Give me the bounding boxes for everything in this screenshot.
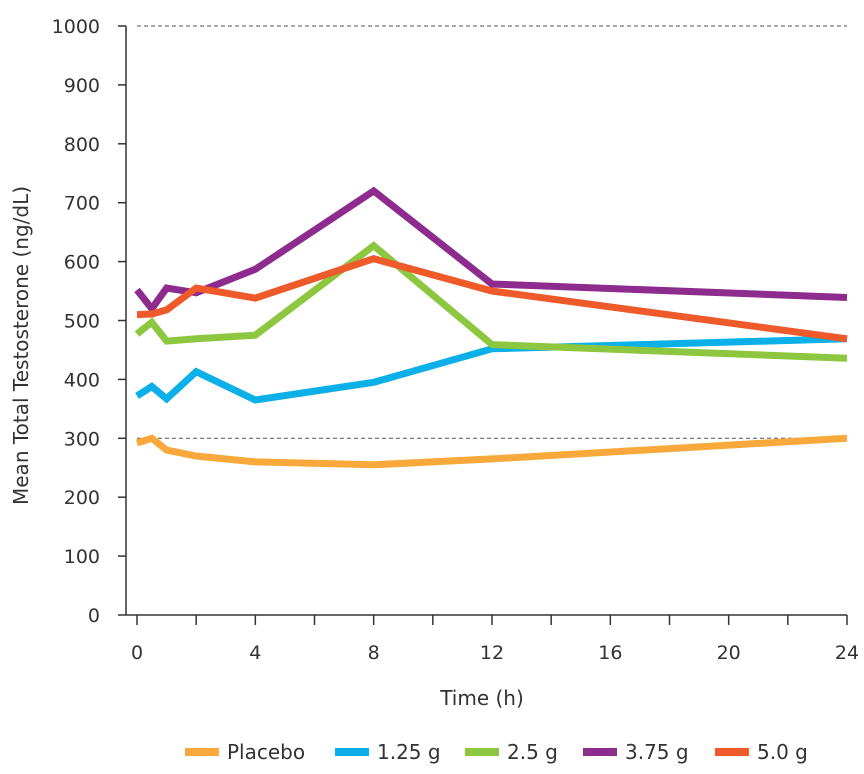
legend-item: Placebo [185, 740, 305, 764]
legend-swatch [185, 748, 219, 756]
legend-swatch [583, 748, 617, 756]
legend-item: 1.25 g [335, 740, 441, 764]
y-axis-title: Mean Total Testosterone (ng/dL) [9, 186, 33, 505]
series-line-2-5-g [134, 241, 848, 362]
y-tick-label: 1000 [52, 16, 100, 38]
legend-item: 3.75 g [583, 740, 689, 764]
legend-label: 2.5 g [507, 740, 558, 764]
axes [125, 26, 847, 616]
x-axis-title: Time (h) [439, 686, 524, 710]
legend-item: 2.5 g [465, 740, 558, 764]
x-axis-ticks: 0 4 8 12 16 20 24 [131, 615, 859, 664]
legend-label: Placebo [227, 740, 305, 764]
legend-label: 1.25 g [377, 740, 441, 764]
x-tick-label: 0 [131, 642, 143, 664]
legend: Placebo 1.25 g 2.5 g 3.75 g 5.0 g [185, 740, 808, 764]
legend-label: 5.0 g [757, 740, 808, 764]
series-line-1-25-g [135, 335, 848, 404]
series-line-5-0-g [136, 255, 848, 343]
legend-swatch [335, 748, 369, 756]
y-tick-label: 500 [64, 311, 100, 333]
legend-item: 5.0 g [715, 740, 808, 764]
series-line-placebo [135, 434, 848, 469]
series-lines [134, 186, 848, 469]
y-tick-label: 600 [64, 252, 100, 274]
y-axis-ticks: 0 100 200 300 400 500 600 700 800 900 1000 [52, 16, 126, 627]
x-tick-label: 12 [480, 642, 504, 664]
x-tick-label: 8 [368, 642, 380, 664]
x-tick-label: 24 [835, 642, 859, 664]
y-tick-label: 800 [64, 134, 100, 156]
legend-swatch [465, 748, 499, 756]
x-tick-label: 20 [717, 642, 741, 664]
x-tick-label: 16 [598, 642, 622, 664]
legend-label: 3.75 g [625, 740, 689, 764]
y-tick-label: 300 [64, 428, 100, 450]
y-tick-label: 900 [64, 75, 100, 97]
y-tick-label: 100 [64, 546, 100, 568]
y-tick-label: 0 [88, 605, 100, 627]
x-tick-label: 4 [249, 642, 261, 664]
series-line-3-75-g [134, 186, 848, 315]
y-tick-label: 400 [64, 369, 100, 391]
y-tick-label: 700 [64, 193, 100, 215]
reference-lines [137, 25, 847, 439]
legend-swatch [715, 748, 749, 756]
y-tick-label: 200 [64, 487, 100, 509]
